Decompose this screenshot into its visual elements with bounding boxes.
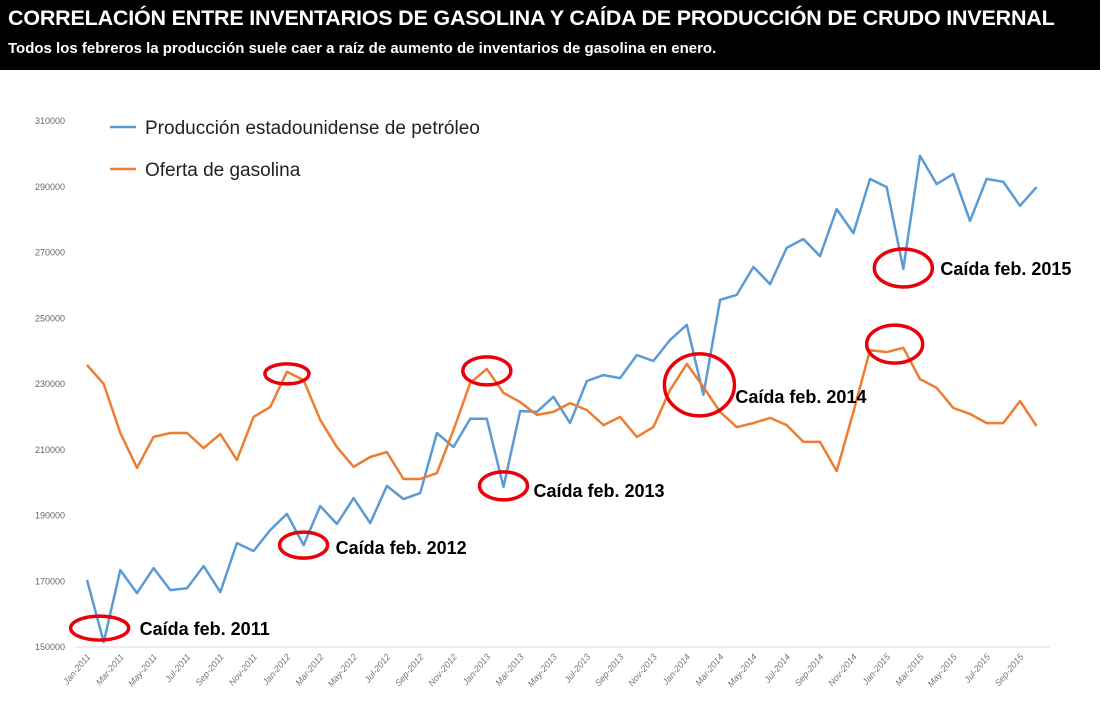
highlight-ellipse bbox=[662, 352, 737, 418]
y-tick-label: 150000 bbox=[35, 642, 65, 652]
x-tick-label: Jul-2013 bbox=[562, 652, 592, 686]
y-tick-label: 230000 bbox=[35, 379, 65, 389]
y-tick-label: 190000 bbox=[35, 511, 65, 521]
x-tick-label: Jul-2012 bbox=[362, 652, 392, 686]
y-tick-label: 250000 bbox=[35, 313, 65, 323]
x-tick-label: Mar-2011 bbox=[94, 652, 126, 687]
x-tick-label: Jan-2014 bbox=[660, 652, 692, 688]
x-tick-label: Jan-2015 bbox=[860, 651, 893, 688]
annotation-label: Caída feb. 2013 bbox=[534, 481, 665, 501]
annotation-label: Caída feb. 2014 bbox=[735, 387, 866, 407]
x-tick-label: Sep-2013 bbox=[593, 652, 626, 688]
annotation-label: Caída feb. 2011 bbox=[140, 619, 270, 639]
highlight-ellipse bbox=[461, 355, 513, 387]
x-tick-label: Mar-2015 bbox=[893, 651, 926, 688]
x-tick-label: Nov-2012 bbox=[426, 652, 459, 688]
x-tick-label: May-2014 bbox=[726, 652, 759, 689]
highlight-ellipse bbox=[277, 530, 330, 560]
chart-subtitle: Todos los febreros la producción suele c… bbox=[8, 40, 717, 57]
highlight-ellipse bbox=[263, 362, 311, 386]
x-tick-label: May-2013 bbox=[526, 652, 559, 689]
x-tick-label: Sep-2011 bbox=[193, 652, 225, 688]
x-tick-label: Mar-2014 bbox=[693, 652, 725, 688]
x-tick-label: Sep-2012 bbox=[393, 652, 426, 688]
header-banner: CORRELACIÓN ENTRE INVENTARIOS DE GASOLIN… bbox=[0, 0, 1100, 70]
highlight-ellipse bbox=[477, 470, 530, 502]
annotation-label: Caída feb. 2012 bbox=[336, 538, 467, 558]
y-tick-label: 210000 bbox=[35, 445, 65, 455]
y-tick-label: 270000 bbox=[35, 248, 65, 258]
x-tick-label: Jan-2012 bbox=[260, 652, 292, 688]
x-tick-label: Sep-2014 bbox=[793, 652, 826, 688]
x-tick-label: Jul-2011 bbox=[162, 652, 192, 685]
x-tick-label: Jan-2013 bbox=[460, 652, 492, 688]
highlight-ellipse bbox=[872, 247, 935, 289]
y-tick-label: 170000 bbox=[35, 576, 65, 586]
x-tick-label: May-2012 bbox=[326, 652, 359, 689]
x-tick-label: Nov-2011 bbox=[227, 652, 259, 688]
x-tick-label: Mar-2012 bbox=[293, 652, 325, 688]
legend-label-gasoline: Oferta de gasolina bbox=[145, 160, 301, 181]
x-tick-label: Nov-2014 bbox=[826, 652, 859, 688]
x-tick-label: Sep-2015 bbox=[993, 651, 1026, 688]
x-tick-label: May-2011 bbox=[126, 652, 159, 689]
y-tick-label: 290000 bbox=[35, 182, 65, 192]
series-line-gasoline bbox=[86, 346, 1038, 481]
x-tick-label: Jul-2014 bbox=[762, 652, 792, 686]
highlight-ellipse bbox=[68, 614, 131, 642]
x-tick-label: May-2015 bbox=[925, 651, 959, 689]
legend: Producción estadounidense de petróleo Of… bbox=[110, 118, 480, 181]
legend-label-production: Producción estadounidense de petróleo bbox=[145, 118, 480, 139]
highlight-ellipse bbox=[864, 323, 925, 365]
x-tick-label: Jul-2015 bbox=[962, 651, 993, 685]
chart-title: CORRELACIÓN ENTRE INVENTARIOS DE GASOLIN… bbox=[8, 6, 1055, 30]
y-tick-label: 310000 bbox=[35, 116, 65, 126]
x-tick-label: Mar-2013 bbox=[493, 652, 525, 688]
series-line-production bbox=[85, 154, 1038, 644]
annotation-label: Caída feb. 2015 bbox=[940, 259, 1071, 279]
x-tick-label: Nov-2013 bbox=[626, 652, 659, 688]
x-tick-label: Jan-2011 bbox=[61, 652, 93, 687]
